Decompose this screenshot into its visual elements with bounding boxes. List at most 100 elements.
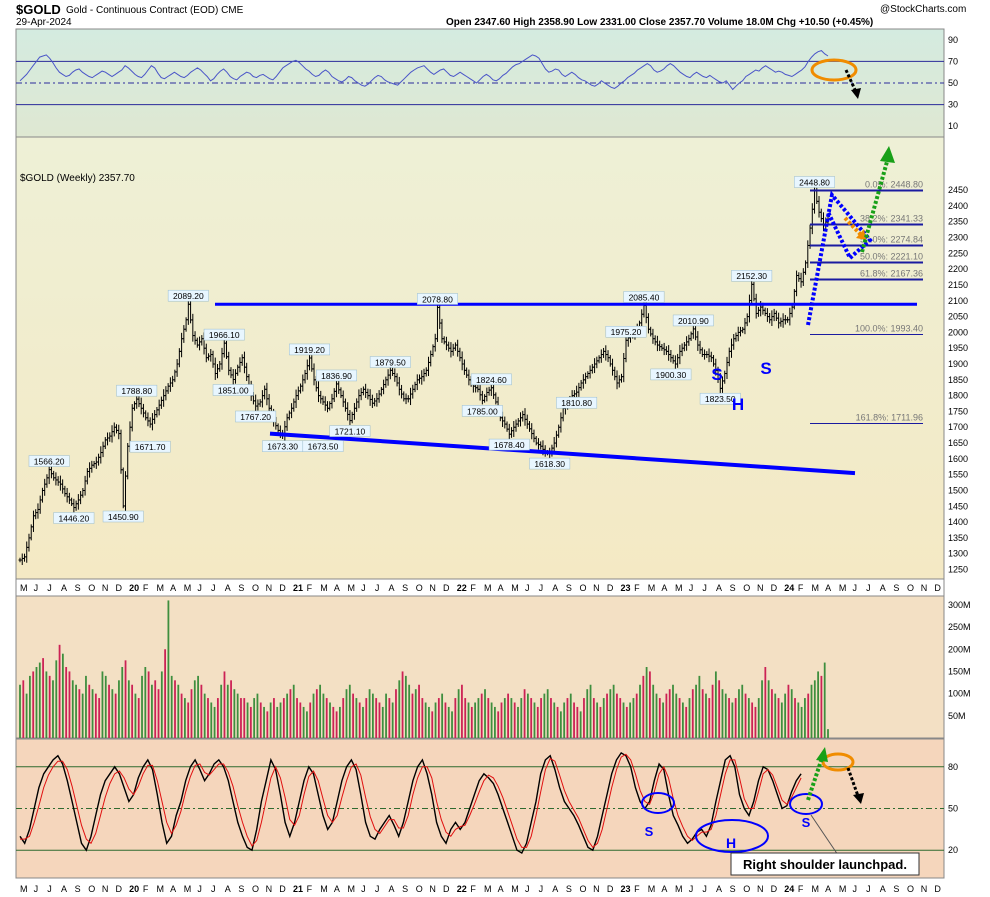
volume-bar xyxy=(784,693,787,738)
volume-bar xyxy=(461,684,463,738)
volume-bar xyxy=(342,698,345,738)
price-label-box xyxy=(605,325,647,338)
volume-bar xyxy=(81,693,84,738)
rsi-tick-label: 70 xyxy=(948,56,958,66)
volume-bar xyxy=(553,702,556,738)
right-shoulder-letter: S xyxy=(760,359,771,378)
price-label-box xyxy=(53,512,95,524)
price-label: 1566.20 xyxy=(34,457,65,467)
stoch-month-label: M xyxy=(20,884,28,894)
volume-bar xyxy=(207,698,209,738)
fib-label: 50.0%: 2221.10 xyxy=(860,251,923,261)
price-month-label: D xyxy=(116,583,123,593)
volume-bar xyxy=(606,693,608,738)
head-letter: H xyxy=(732,395,744,414)
stoch-month-label: S xyxy=(402,884,408,894)
stoch-s-letter-right: S xyxy=(802,815,811,830)
volume-bar xyxy=(101,671,104,738)
price-label: 1851.00 xyxy=(218,386,249,396)
stoch-month-label: N xyxy=(757,884,764,894)
price-month-label: O xyxy=(580,583,587,593)
volume-bar xyxy=(154,680,157,738)
price-label-box xyxy=(731,269,773,282)
volume-bar xyxy=(319,684,322,738)
rsi-tick-label: 30 xyxy=(948,100,958,110)
volume-bar xyxy=(787,684,790,738)
volume-bar xyxy=(19,684,21,738)
price-tick-label: 1650 xyxy=(948,438,968,448)
volume-bar xyxy=(108,684,110,738)
volume-bar xyxy=(741,684,744,738)
stoch-month-label: F xyxy=(307,884,313,894)
price-panel xyxy=(15,136,945,580)
price-label-box xyxy=(302,440,344,452)
price-label-box xyxy=(529,457,571,470)
volume-bar xyxy=(599,706,602,738)
volume-bar xyxy=(177,684,180,738)
volume-bar xyxy=(339,706,341,738)
volume-bar xyxy=(388,698,391,738)
stoch-green-arrow xyxy=(806,757,824,801)
stoch-tick-label: 80 xyxy=(948,762,958,772)
volume-bar xyxy=(777,698,780,738)
volume-bar xyxy=(184,698,186,738)
price-month-label: M xyxy=(184,583,192,593)
price-label: 2089.20 xyxy=(173,291,204,301)
stoch-month-label: J xyxy=(211,884,216,894)
price-label: 1810.80 xyxy=(561,398,592,408)
price-tick-label: 2150 xyxy=(948,280,968,290)
volume-bar xyxy=(566,698,569,738)
volume-bar xyxy=(385,693,387,738)
stoch-month-label: D xyxy=(934,884,941,894)
stoch-month-label: 20 xyxy=(129,884,139,894)
volume-bar xyxy=(375,698,378,738)
price-label: 2085.40 xyxy=(629,292,660,302)
volume-bar xyxy=(289,689,292,738)
volume-bar xyxy=(368,689,371,738)
volume-bar xyxy=(747,698,750,738)
price-tick-label: 1450 xyxy=(948,501,968,511)
stoch-month-label: A xyxy=(498,884,504,894)
volume-bar xyxy=(75,684,77,738)
volume-bar xyxy=(299,702,302,738)
volume-bar xyxy=(38,662,41,738)
stoch-month-label: F xyxy=(470,884,476,894)
volume-bar xyxy=(144,667,147,738)
volume-bar xyxy=(151,684,153,738)
price-tick-label: 1350 xyxy=(948,533,968,543)
stoch-month-label: J xyxy=(702,884,707,894)
price-month-label: M xyxy=(348,583,356,593)
price-tick-label: 1600 xyxy=(948,454,968,464)
volume-bar xyxy=(807,693,810,738)
volume-bar xyxy=(771,689,773,738)
volume-bar xyxy=(616,693,618,738)
price-month-label: J xyxy=(539,583,544,593)
volume-bar xyxy=(698,675,701,738)
stoch-month-label: D xyxy=(116,884,123,894)
rsi-line xyxy=(19,50,829,91)
stoch-month-label: A xyxy=(716,884,722,894)
stoch-month-label: J xyxy=(689,884,694,894)
stoch-month-label: S xyxy=(566,884,572,894)
stoch-month-label: O xyxy=(252,884,259,894)
volume-bar xyxy=(705,693,707,738)
price-month-label: O xyxy=(907,583,914,593)
price-tick-label: 2050 xyxy=(948,312,968,322)
price-month-label: F xyxy=(634,583,640,593)
stoch-month-label: A xyxy=(661,884,667,894)
volume-bars xyxy=(19,600,829,738)
volume-bar xyxy=(174,680,176,738)
volume-bar xyxy=(395,689,397,738)
stoch-month-label: 22 xyxy=(457,884,467,894)
price-label: 2078.80 xyxy=(422,294,453,304)
stoch-month-label: M xyxy=(320,884,328,894)
price-month-label: J xyxy=(47,583,52,593)
volume-bar xyxy=(312,693,315,738)
price-label: 2010.90 xyxy=(678,316,709,326)
stoch-tick-label: 50 xyxy=(948,804,958,814)
price-label-box xyxy=(794,176,835,188)
volume-bar xyxy=(457,689,460,738)
symbol-title: $GOLD xyxy=(16,2,61,17)
stoch-month-label: D xyxy=(607,884,614,894)
price-tick-label: 1800 xyxy=(948,391,968,401)
